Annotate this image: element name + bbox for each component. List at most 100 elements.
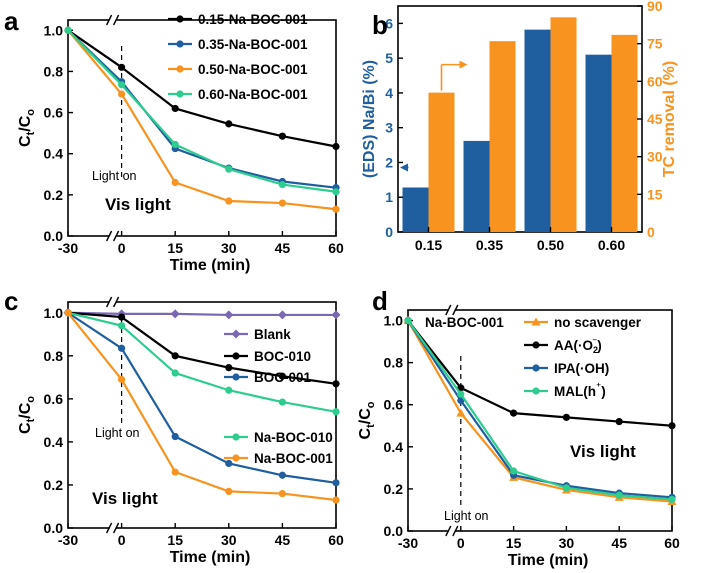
panel-d-y-axis-label: Ct/Co [357, 401, 377, 439]
panel-d-y-tick-label-3: 0.6 [384, 397, 404, 413]
panel-c-series-0-point-2 [170, 309, 180, 319]
panel-b-y-left-tick-label-2: 2 [385, 154, 393, 170]
panel-c-series-2-point-2 [171, 432, 179, 441]
panel-a-series-line-0 [67, 29, 337, 148]
panel-c-y-axis-label: Ct/Co [17, 396, 37, 434]
panel-d-series-1-point-5 [668, 422, 676, 430]
panel-a-series-0-point-3 [225, 120, 233, 128]
panel-a-legend-label-3: 0.60-Na-BOC-001 [198, 87, 308, 102]
panel-d-x-tick-label-4: 45 [611, 535, 627, 551]
panel-a-series-3-point-2 [171, 140, 179, 149]
panel-c-series-1-point-3 [225, 364, 233, 372]
panel-b-y-right-tick-label-5: 75 [647, 36, 663, 52]
panel-d-legend-marker-2 [532, 364, 540, 372]
panel-a-series-2-point-5 [332, 205, 340, 213]
panel-d-legend-label-2: IPA(·OH) [554, 361, 609, 376]
panel-c-series-4-point-1 [118, 375, 126, 384]
panel-c-break-mark-b-1 [112, 522, 120, 534]
panel-c-y-tick-label-4: 0.8 [44, 348, 64, 364]
panel-a-letter: a [4, 6, 19, 36]
panel-a-break-gap-1 [109, 232, 116, 240]
panel-a-x-tick-label-2: 15 [167, 240, 183, 256]
panel-a-series-2-point-1 [118, 90, 126, 98]
panel-a-x-tick-label-1: 0 [118, 240, 126, 256]
panel-a-series-2-point-2 [171, 178, 179, 187]
panel-d-legend-marker-0 [531, 317, 541, 326]
panel-d-series-3-point-1 [457, 390, 465, 398]
panel-a-x-axis-label: Time (min) [170, 257, 251, 274]
panel-c-break-mark-b-0 [112, 296, 120, 308]
panel-d-series-1-point-3 [562, 413, 571, 421]
panel-d-x-tick-label-5: 60 [664, 535, 680, 551]
panel-d-x-tick-label-1: 0 [457, 535, 465, 551]
panel-a-y-tick-label-3: 0.6 [44, 105, 64, 121]
panel-a-legend-label-2: 0.50-Na-BOC-001 [198, 62, 308, 77]
panel-b-bar-na-bi-1 [463, 140, 490, 232]
panel-a-break-mark-a-1 [105, 230, 113, 242]
panel-a-series-line-2 [67, 29, 337, 211]
panel-a-legend-marker-3 [176, 90, 184, 98]
panel-c-y-axis-label-text: Ct/Co [17, 396, 37, 434]
panel-d-series-1-point-1 [457, 384, 465, 392]
panel-b-bar-tc-removal-1 [489, 41, 516, 233]
panel-c-y-tick-label-1: 0.2 [44, 477, 64, 493]
panel-a-y-tick-label-2: 0.4 [44, 146, 64, 162]
panel-a-series-2-point-3 [225, 197, 233, 205]
panel-a-series-3-point-3 [225, 165, 233, 173]
panel-d-x-tick-label-2: 15 [506, 535, 522, 551]
panel-c-series-4-point-3 [225, 487, 233, 496]
panel-b-y-left-tick-label-4: 4 [385, 85, 393, 101]
panel-c-break-gap-1 [109, 524, 116, 532]
panel-d-series-3-point-4 [615, 491, 623, 499]
panel-d-break-mark-a-1 [445, 525, 452, 537]
panel-c-legend-marker-1 [232, 352, 240, 360]
panel-b-y-left-tick-label-0: 0 [385, 224, 393, 240]
panel-c-series-1-point-2 [171, 352, 179, 360]
panel-d-series-1-point-4 [615, 417, 623, 426]
panel-c-break-mark-a-0 [105, 296, 113, 308]
panel-c-light-on-label: Light on [95, 426, 140, 440]
panel-c-series-line-0 [67, 311, 336, 317]
panel-a-legend-marker-0 [176, 15, 184, 23]
panel-c-legend-marker-4 [232, 454, 240, 462]
panel-b-letter: b [372, 10, 388, 40]
panel-b-bar-tc-removal-2 [550, 17, 577, 232]
panel-c-legend-marker-3 [232, 433, 240, 441]
panel-a-series-2-point-4 [278, 199, 286, 207]
panel-b-y-right-axis-label-text: TC removal (%) [661, 61, 678, 177]
panel-c-x-tick-label-4: 45 [275, 532, 291, 548]
panel-a-series-3-point-5 [332, 188, 340, 196]
panel-d-series-0-point-1 [456, 408, 466, 417]
panel-d-series-line-3 [407, 319, 673, 501]
panel-d-frame [407, 309, 673, 532]
panel-c-break-mark-a-1 [105, 522, 113, 534]
panel-d-series-3-point-2 [509, 467, 518, 475]
panel-b-x-tick-label-3: 0.60 [598, 237, 625, 253]
panel-a-light-on-label: Light on [92, 169, 137, 183]
panel-c-x-tick-label-5: 60 [328, 532, 344, 548]
panel-a-y-tick-label-1: 0.2 [44, 187, 64, 203]
panel-a-x-tick-label-0: -30 [58, 240, 78, 256]
panel-c-series-2-point-3 [225, 459, 233, 468]
panel-d-x-axis-label: Time (min) [508, 552, 589, 569]
panel-a-series-0-point-2 [171, 104, 179, 113]
panel-a-break-gap-0 [109, 16, 116, 24]
panel-c-series-0-point-4 [277, 310, 287, 320]
panel-b-left-axis-arrow-head [400, 163, 408, 172]
panel-b-y-right-tick-label-1: 15 [647, 186, 663, 202]
panel-c-series-1-point-4 [278, 372, 286, 380]
panel-a-break-mark-a-0 [105, 14, 113, 26]
panel-c-series-4-point-0 [64, 309, 72, 317]
panel-d-legend-marker-1 [532, 341, 540, 349]
panel-c-letter: c [4, 286, 18, 316]
panel-d-legend-label-0: no scavenger [554, 315, 642, 330]
panel-a-legend-label-0: 0.15-Na-BOC-001 [198, 12, 308, 27]
panel-a-y-axis-label: Ct/Co [17, 109, 37, 147]
panel-d-break-gap-1 [448, 527, 455, 535]
panel-b-y-right-tick-label-6: 90 [647, 0, 663, 14]
panel-d-legend-label-1: AA(·O2⁻) [554, 337, 602, 355]
panel-d-light-on-label: Light on [444, 509, 489, 523]
panel-c-x-tick-label-1: 0 [118, 532, 126, 548]
panel-b-y-right-tick-label-2: 30 [647, 149, 663, 165]
